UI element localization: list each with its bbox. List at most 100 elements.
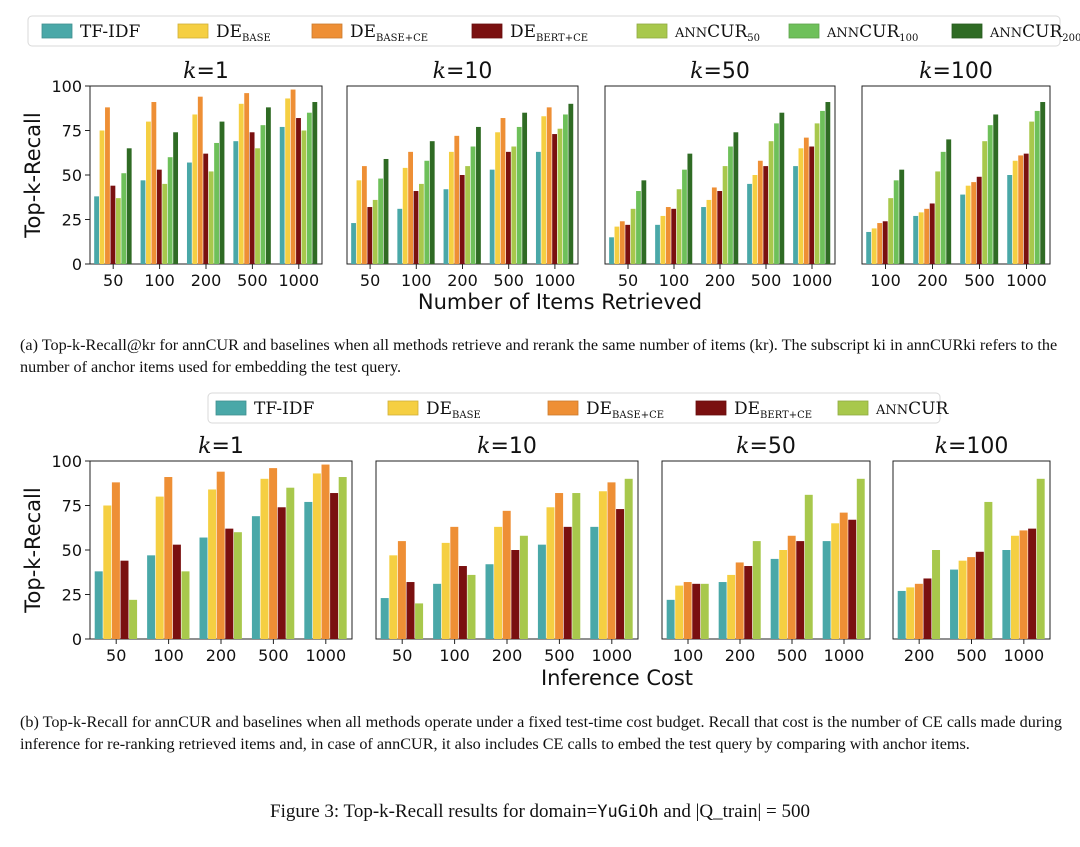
- bar-de_base_ce: [244, 93, 250, 265]
- bar-de_base: [260, 478, 269, 639]
- y-tick-label: 50: [62, 166, 82, 185]
- bar-anncur200: [993, 114, 999, 264]
- bar-de_base: [312, 473, 321, 639]
- bar-anncur50: [768, 141, 774, 264]
- legend-label-de_bert_ce: DEBERT+CE: [510, 22, 588, 44]
- bar-de_base: [103, 505, 112, 639]
- bar-de_bert_ce: [692, 583, 701, 639]
- bar-anncur100: [728, 146, 733, 264]
- bar-tfidf: [793, 166, 798, 264]
- bar-anncur: [286, 487, 295, 639]
- bar-anncur200: [383, 158, 389, 264]
- bar-de_base_ce: [397, 541, 406, 639]
- bar-de_base: [675, 585, 684, 639]
- bar-de_base_ce: [1018, 155, 1024, 264]
- subplot-a-1: k=10 50 100 200 500 1000: [346, 59, 579, 290]
- subplot-frame: [861, 85, 1051, 265]
- bar-anncur200: [825, 102, 831, 265]
- bar-anncur: [181, 571, 190, 639]
- bar-de_bert_ce: [225, 528, 234, 639]
- bar-anncur100: [424, 160, 430, 264]
- bar-tfidf: [186, 162, 192, 264]
- bar-de_base_ce: [111, 482, 120, 639]
- legend-label-tfidf: TF-IDF: [80, 22, 140, 42]
- y-tick-label: 100: [51, 77, 82, 96]
- bar-de_base_ce: [757, 160, 763, 264]
- x-tick-label: 500: [258, 646, 289, 665]
- subplot-title: k=10: [477, 434, 537, 459]
- bar-de_base_ce: [151, 102, 157, 265]
- bar-tfidf: [535, 151, 541, 264]
- x-tick-label: 200: [917, 271, 948, 290]
- bar-tfidf: [960, 194, 966, 264]
- caption-a: (a) Top-k-Recall@kr for annCUR and basel…: [20, 336, 1058, 376]
- bar-anncur50: [630, 208, 636, 264]
- bar-de_bert_ce: [882, 221, 888, 264]
- bar-anncur100: [378, 178, 384, 264]
- bar-anncur200: [1040, 102, 1046, 265]
- subplot-a-0: k=1 0 25 50 75 100 50 100 200 500 1000: [51, 59, 323, 290]
- bar-anncur50: [557, 128, 563, 264]
- bar-de_bert_ce: [110, 185, 116, 264]
- bar-anncur100: [774, 123, 779, 264]
- bar-tfidf: [397, 208, 403, 264]
- bar-tfidf: [866, 231, 872, 264]
- subplot-title: k=10: [433, 59, 493, 84]
- legend-label-de_base: DEBASE: [216, 22, 271, 44]
- bar-de_base_ce: [361, 166, 367, 264]
- x-tick-label: 500: [751, 271, 782, 290]
- bar-tfidf: [609, 237, 614, 264]
- bar-de_base_ce: [555, 493, 564, 639]
- bar-anncur200: [568, 103, 574, 264]
- bar-anncur: [415, 603, 424, 639]
- x-tick-label: 500: [493, 271, 524, 290]
- bar-anncur100: [260, 125, 266, 264]
- bar-tfidf: [897, 590, 906, 639]
- bar-tfidf: [1002, 550, 1011, 639]
- bar-de_base: [660, 215, 666, 264]
- x-tick-label: 200: [206, 646, 237, 665]
- x-axis-label: Number of Items Retrieved: [418, 290, 702, 314]
- bar-de_base: [356, 180, 362, 264]
- x-tick-label: 500: [237, 271, 268, 290]
- subplot-a-2: k=50 50 100 200 500 1000: [604, 59, 836, 290]
- bar-tfidf: [199, 537, 208, 639]
- subplot-title: k=1: [183, 59, 229, 84]
- bar-de_base: [192, 114, 198, 264]
- bar-de_base_ce: [803, 137, 809, 264]
- bar-anncur100: [306, 112, 312, 264]
- bar-de_bert_ce: [923, 578, 932, 639]
- bar-de_bert_ce: [459, 175, 465, 264]
- bar-tfidf: [822, 541, 831, 639]
- bar-anncur: [338, 477, 347, 639]
- legend-swatch-de_base: [387, 400, 419, 416]
- bar-de_bert_ce: [796, 541, 805, 639]
- bar-de_base_ce: [450, 526, 459, 639]
- x-tick-label: 1000: [792, 271, 833, 290]
- bar-tfidf: [304, 501, 313, 639]
- bar-de_base: [918, 212, 924, 264]
- bar-anncur100: [820, 110, 825, 264]
- bar-de_bert_ce: [929, 203, 935, 264]
- bar-de_bert_ce: [809, 146, 815, 264]
- bar-de_bert_ce: [717, 191, 723, 264]
- bar-de_base_ce: [967, 557, 976, 639]
- bar-de_base_ce: [619, 221, 625, 264]
- bar-de_bert_ce: [120, 560, 129, 639]
- bar-anncur50: [935, 171, 941, 264]
- bar-anncur100: [940, 151, 946, 264]
- bar-anncur50: [982, 141, 988, 264]
- bar-de_base: [779, 550, 788, 639]
- bar-tfidf: [351, 223, 356, 264]
- y-tick-label: 25: [62, 211, 82, 230]
- bar-de_base: [965, 185, 971, 264]
- bar-anncur100: [214, 142, 219, 264]
- bar-de_base: [99, 130, 105, 264]
- bar-de_bert_ce: [249, 132, 255, 264]
- bar-anncur200: [265, 107, 271, 264]
- bar-tfidf: [380, 598, 389, 639]
- bar-anncur200: [733, 132, 739, 264]
- bar-tfidf: [140, 180, 146, 264]
- x-tick-label: 100: [439, 646, 470, 665]
- bar-de_base: [402, 167, 408, 264]
